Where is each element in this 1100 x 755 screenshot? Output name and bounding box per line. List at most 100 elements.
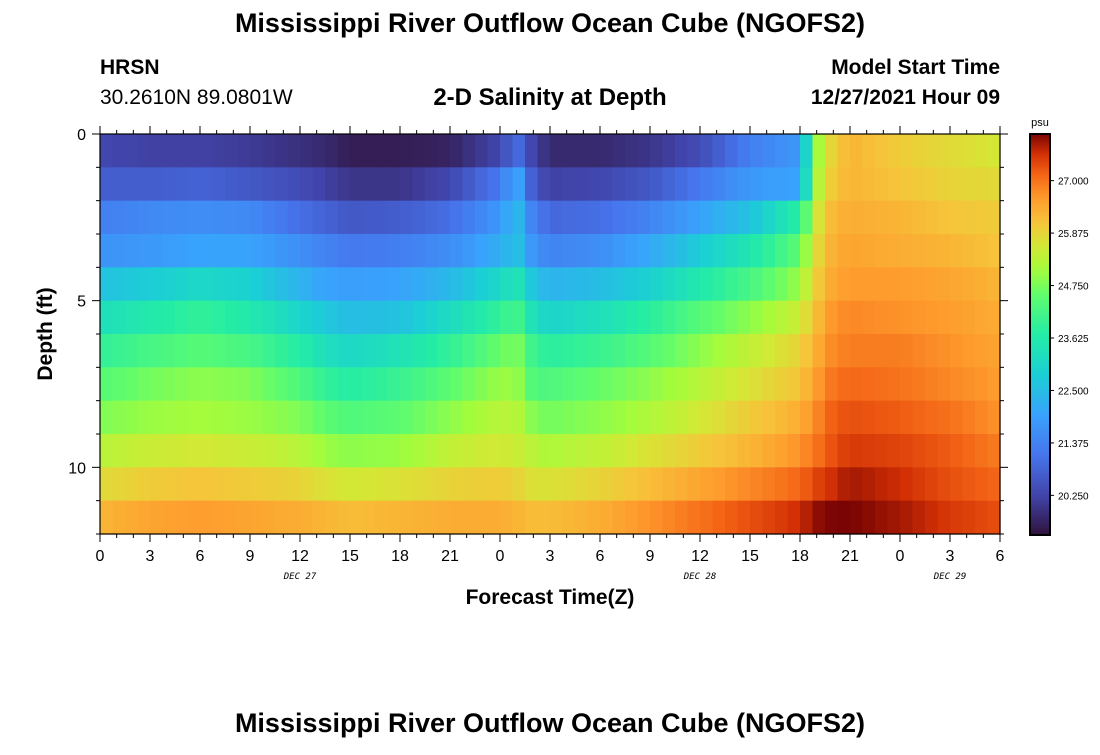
heatmap-cell xyxy=(800,234,814,268)
heatmap-cell xyxy=(325,367,339,402)
heatmap-cell xyxy=(625,234,639,268)
heatmap-cell xyxy=(125,134,139,168)
heatmap-cell xyxy=(875,200,889,235)
heatmap-cell xyxy=(200,434,214,468)
heatmap-cell xyxy=(512,400,526,435)
heatmap-cell xyxy=(162,467,176,502)
heatmap-cell xyxy=(637,467,651,502)
heatmap-cell xyxy=(362,434,376,468)
heatmap-cell xyxy=(850,234,864,268)
heatmap-cell xyxy=(600,200,614,235)
heatmap-cell xyxy=(575,367,589,402)
heatmap-cell xyxy=(212,167,226,202)
heatmap-cell xyxy=(150,334,164,368)
heatmap-cell xyxy=(412,334,426,368)
heatmap-cell xyxy=(162,300,176,335)
heatmap-cell xyxy=(725,167,739,202)
heatmap-cell xyxy=(887,334,901,368)
heatmap-cell xyxy=(350,167,364,202)
heatmap-cell xyxy=(937,400,951,435)
heatmap-cell xyxy=(137,200,151,235)
heatmap-cell xyxy=(650,334,664,368)
heatmap-cell xyxy=(975,300,989,335)
heatmap-cell xyxy=(525,134,539,168)
heatmap-cell xyxy=(175,200,189,235)
heatmap-cell xyxy=(737,500,751,535)
heatmap-cell xyxy=(487,267,501,302)
x-tick-label: 6 xyxy=(996,548,1005,565)
heatmap-cell xyxy=(237,267,251,302)
heatmap-cell xyxy=(200,500,214,535)
heatmap-cell xyxy=(900,167,914,202)
heatmap-cell xyxy=(850,134,864,168)
heatmap-cell xyxy=(212,234,226,268)
heatmap-cell xyxy=(350,134,364,168)
heatmap-cell xyxy=(300,467,314,502)
heatmap-cell xyxy=(300,400,314,435)
heatmap-cell xyxy=(687,367,701,402)
heatmap-cell xyxy=(600,500,614,535)
heatmap-cell xyxy=(987,434,1001,468)
heatmap-cell xyxy=(900,400,914,435)
heatmap-cell xyxy=(537,300,551,335)
heatmap-cell xyxy=(375,334,389,368)
heatmap-cell xyxy=(937,234,951,268)
heatmap-cell xyxy=(725,400,739,435)
heatmap-cell xyxy=(612,234,626,268)
heatmap-cell xyxy=(400,400,414,435)
heatmap-cell xyxy=(275,434,289,468)
heatmap-cell xyxy=(587,467,601,502)
heatmap-cell xyxy=(775,200,789,235)
heatmap-cell xyxy=(375,267,389,302)
heatmap-cell xyxy=(887,234,901,268)
heatmap-cell xyxy=(250,434,264,468)
heatmap-cell xyxy=(750,134,764,168)
heatmap-cell xyxy=(875,234,889,268)
heatmap-cell xyxy=(587,234,601,268)
heatmap-cell xyxy=(837,200,851,235)
heatmap-cell xyxy=(462,300,476,335)
heatmap-cell xyxy=(550,267,564,302)
heatmap-cell xyxy=(987,400,1001,435)
heatmap-cell xyxy=(937,434,951,468)
x-tick-label: 21 xyxy=(441,548,459,565)
heatmap-cell xyxy=(312,300,326,335)
heatmap-cell xyxy=(637,500,651,535)
heatmap-cell xyxy=(250,467,264,502)
heatmap-cell xyxy=(362,500,376,535)
heatmap-cell xyxy=(625,334,639,368)
heatmap-cell xyxy=(725,267,739,302)
heatmap-cell xyxy=(887,300,901,335)
heatmap-cell xyxy=(975,234,989,268)
heatmap-cell xyxy=(387,134,401,168)
heatmap-cell xyxy=(225,334,239,368)
heatmap-cell xyxy=(700,334,714,368)
heatmap-cell xyxy=(400,200,414,235)
heatmap-cell xyxy=(262,300,276,335)
heatmap-cell xyxy=(825,300,839,335)
heatmap-cell xyxy=(712,434,726,468)
heatmap-cell xyxy=(225,200,239,235)
x-tick-label: 6 xyxy=(196,548,205,565)
heatmap-cell xyxy=(675,234,689,268)
heatmap-cell xyxy=(900,134,914,168)
heatmap-cell xyxy=(337,467,351,502)
heatmap-cell xyxy=(700,467,714,502)
heatmap-cell xyxy=(825,200,839,235)
heatmap-cell xyxy=(450,467,464,502)
heatmap-cell xyxy=(937,367,951,402)
heatmap-cell xyxy=(350,467,364,502)
heatmap-cell xyxy=(400,300,414,335)
heatmap-cell xyxy=(950,267,964,302)
heatmap-cell xyxy=(837,167,851,202)
heatmap-cell xyxy=(150,200,164,235)
heatmap-cell xyxy=(575,400,589,435)
heatmap-cell xyxy=(437,234,451,268)
heatmap-cell xyxy=(825,267,839,302)
heatmap-cell xyxy=(900,267,914,302)
x-tick-label: 0 xyxy=(896,548,905,565)
heatmap-cell xyxy=(450,434,464,468)
heatmap-cell xyxy=(762,234,776,268)
heatmap-cell xyxy=(912,134,926,168)
heatmap-cell xyxy=(537,400,551,435)
